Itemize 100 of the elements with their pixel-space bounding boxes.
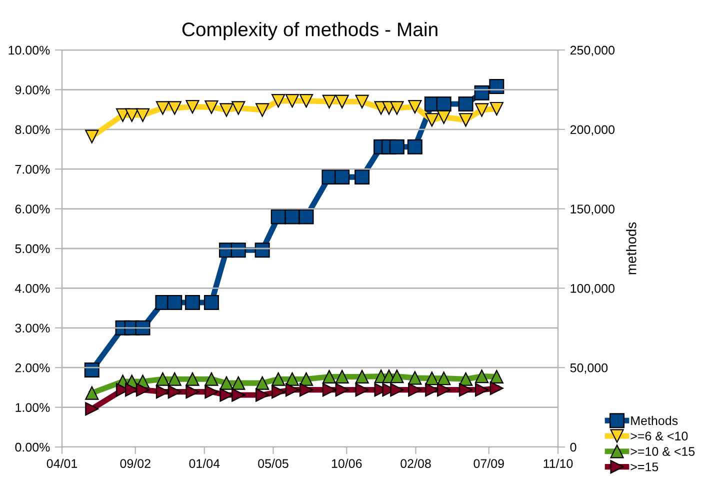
- point: [489, 79, 504, 94]
- y2-tick-label: 100,000: [570, 284, 614, 294]
- x-tick-label: 04/01: [46, 458, 78, 468]
- point: [490, 370, 504, 384]
- point: [335, 383, 349, 397]
- point: [408, 371, 422, 385]
- point: [135, 320, 150, 336]
- point: [272, 372, 286, 386]
- point: [84, 362, 100, 378]
- point: [299, 94, 314, 108]
- point: [256, 376, 270, 390]
- point: [85, 386, 99, 400]
- point: [156, 372, 170, 386]
- point: [85, 402, 99, 416]
- point: [425, 372, 439, 386]
- point: [230, 242, 246, 258]
- y-tick-label: 7.00%: [15, 164, 50, 174]
- point: [254, 242, 270, 258]
- point: [437, 110, 451, 124]
- point: [334, 170, 350, 185]
- point: [389, 139, 404, 154]
- legend-label: >=15: [630, 462, 658, 472]
- point: [390, 383, 404, 397]
- point: [186, 372, 200, 386]
- point: [220, 388, 234, 402]
- point: [232, 376, 246, 390]
- point: [256, 388, 270, 402]
- point: [168, 101, 182, 115]
- point: [335, 94, 349, 108]
- y2-axis-title: methods: [626, 222, 636, 274]
- point: [390, 101, 404, 115]
- y2-tick-label: 250,000: [570, 46, 614, 56]
- point: [335, 370, 349, 384]
- x-tick-label: 05/05: [258, 458, 288, 468]
- point: [458, 113, 473, 127]
- point: [458, 372, 473, 386]
- y-tick-label: 4.00%: [15, 284, 50, 293]
- y-tick-label: 1.00%: [16, 403, 50, 412]
- point: [220, 376, 234, 390]
- point: [436, 96, 452, 112]
- x-tick-label: 02/08: [400, 458, 431, 468]
- point: [125, 108, 139, 122]
- point: [204, 372, 218, 386]
- point: [204, 294, 219, 310]
- point: [355, 370, 369, 384]
- point: [136, 108, 150, 122]
- point: [136, 383, 150, 397]
- point: [474, 370, 489, 384]
- point: [298, 209, 314, 224]
- point: [474, 103, 489, 117]
- y-tick-label: 0.00%: [15, 442, 50, 452]
- point: [284, 209, 300, 224]
- legend-label: >=10 & <15: [630, 447, 695, 456]
- point: [437, 372, 451, 386]
- point: [322, 370, 336, 384]
- point: [390, 370, 404, 384]
- point: [354, 170, 370, 185]
- point: [322, 94, 336, 108]
- point: [256, 103, 270, 117]
- point: [204, 100, 218, 114]
- y-tick-label: 8.00%: [15, 125, 50, 134]
- point: [220, 103, 234, 117]
- y2-tick-label: 150,000: [570, 204, 614, 215]
- point: [272, 385, 286, 399]
- point: [168, 372, 182, 386]
- point: [490, 102, 504, 116]
- y2-tick-label: 200,000: [570, 125, 614, 136]
- point: [425, 383, 439, 397]
- legend-label: Methods: [631, 416, 678, 426]
- point: [186, 385, 200, 399]
- point: [490, 381, 504, 396]
- point: [156, 385, 170, 399]
- y-tick-label: 5.00%: [15, 244, 50, 254]
- point: [299, 383, 314, 397]
- point: [458, 96, 474, 112]
- point: [272, 94, 286, 108]
- y2-tick-label: 0: [570, 442, 576, 452]
- legend-label: >=6 & <10: [630, 432, 688, 440]
- point: [186, 100, 200, 114]
- y-tick-label: 9.00%: [15, 86, 50, 94]
- point: [437, 383, 451, 397]
- point: [204, 385, 218, 399]
- y-tick-label: 10.00%: [8, 46, 50, 55]
- x-tick-label: 10/06: [332, 458, 362, 468]
- point: [232, 101, 246, 115]
- point: [168, 385, 182, 399]
- x-tick-label: 07/09: [474, 458, 504, 468]
- point: [285, 94, 300, 108]
- point: [355, 94, 369, 108]
- point: [85, 130, 99, 144]
- y-tick-label: 2.00%: [15, 363, 50, 372]
- point: [167, 294, 182, 310]
- point: [458, 383, 473, 397]
- point: [184, 294, 200, 310]
- y-tick-label: 3.00%: [15, 324, 50, 333]
- point: [285, 383, 300, 397]
- y2-tick-label: 50,000: [570, 363, 608, 374]
- point: [285, 372, 300, 386]
- x-tick-label: 09/02: [120, 458, 150, 468]
- point: [232, 388, 246, 402]
